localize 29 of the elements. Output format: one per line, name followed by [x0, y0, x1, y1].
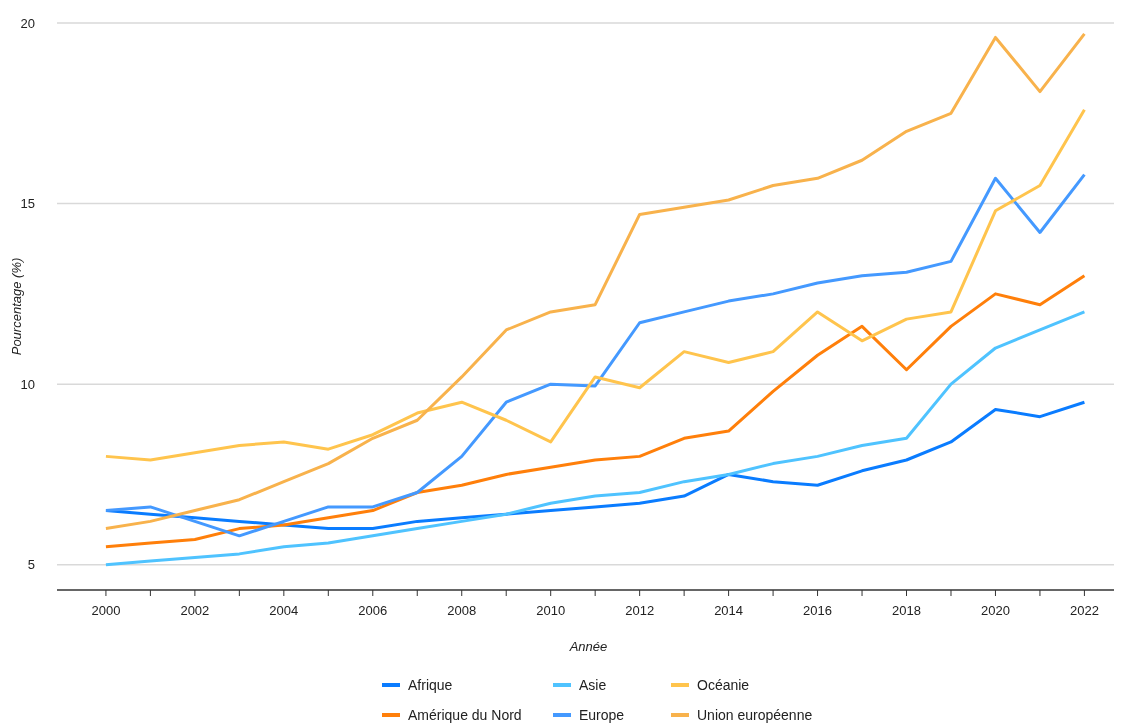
x-tick-label: 2000	[91, 603, 121, 618]
legend-label: Océanie	[697, 676, 750, 693]
legend-label: Europe	[579, 706, 625, 723]
line-series	[104, 108, 1086, 462]
legend-label: Afrique	[408, 676, 453, 693]
line-series	[104, 310, 1086, 567]
x-tick-label: 2006	[358, 603, 388, 618]
x-tick-label: 2016	[803, 603, 833, 618]
line-series	[104, 173, 1086, 538]
x-axis-title: Année	[568, 639, 608, 654]
legend-label: Asie	[579, 676, 607, 693]
y-axis-title: Pourcentage (%)	[9, 257, 24, 356]
x-tick-label: 2018	[892, 603, 921, 618]
x-tick-label: 2008	[447, 603, 477, 618]
line-series	[104, 32, 1086, 531]
y-tick-label: 15	[20, 196, 35, 212]
y-tick-label: 10	[20, 376, 35, 392]
x-tick-label: 2002	[180, 603, 210, 618]
legend-label: Union européenne	[697, 706, 813, 723]
legend-label: Amérique du Nord	[408, 706, 522, 723]
x-tick-label: 2010	[536, 603, 566, 618]
line-series	[104, 274, 1086, 549]
y-tick-label: 5	[27, 557, 35, 573]
x-tick-label: 2014	[714, 603, 744, 618]
x-tick-label: 2012	[625, 603, 655, 618]
x-tick-label: 2022	[1069, 603, 1099, 618]
x-tick-label: 2020	[981, 603, 1010, 618]
x-tick-label: 2004	[269, 603, 299, 618]
y-tick-label: 20	[20, 15, 35, 31]
